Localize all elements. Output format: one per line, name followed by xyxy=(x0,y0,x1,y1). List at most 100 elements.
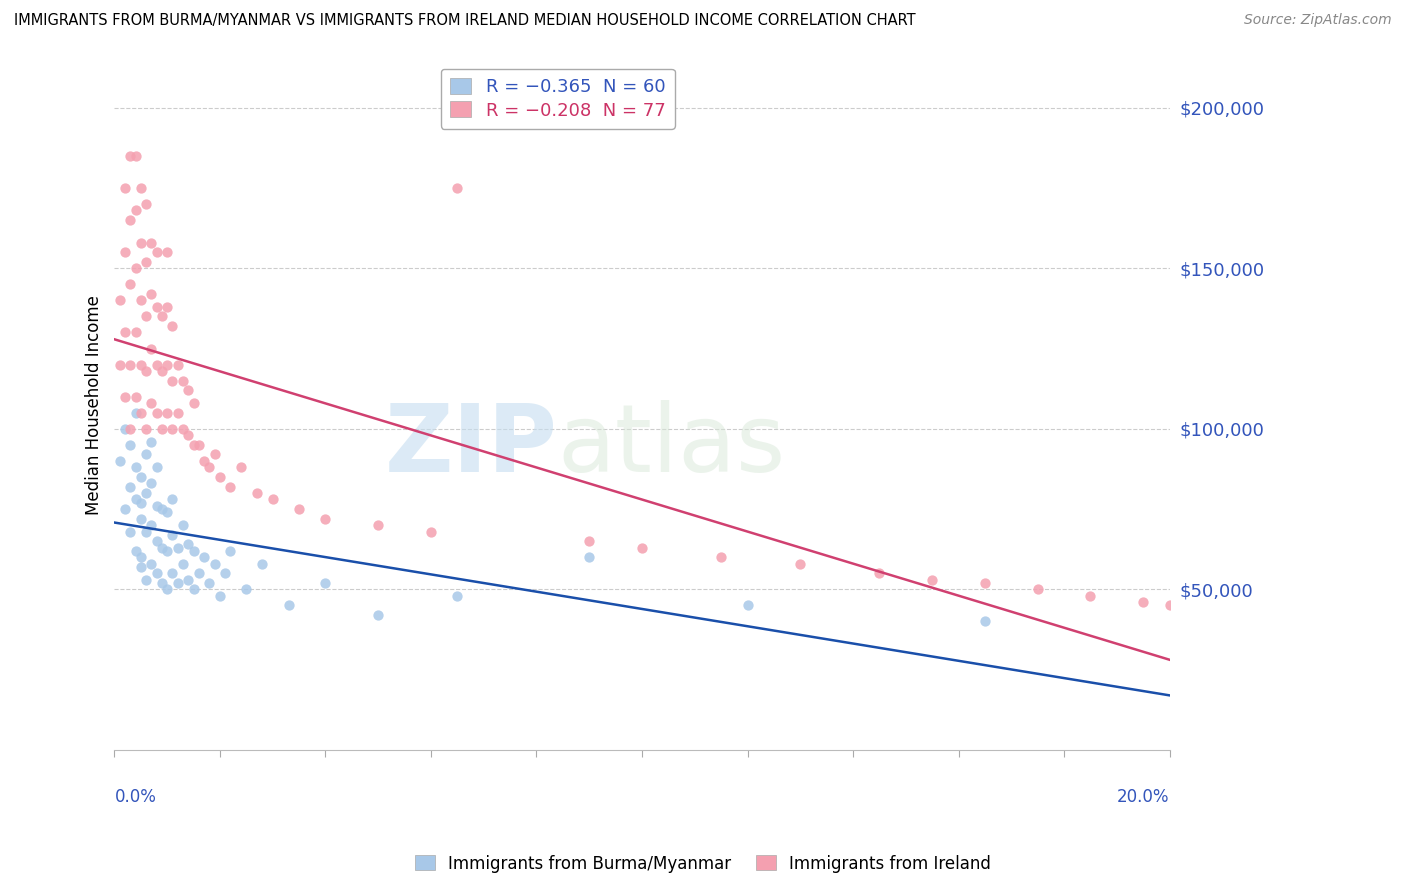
Point xyxy=(172,557,194,571)
Text: ZIP: ZIP xyxy=(385,401,558,492)
Point xyxy=(141,476,163,491)
Point xyxy=(208,470,231,484)
Point xyxy=(288,502,311,516)
Text: atlas: atlas xyxy=(558,401,786,492)
Point xyxy=(314,575,336,590)
Point xyxy=(135,197,157,211)
Point xyxy=(141,287,163,301)
Point xyxy=(183,396,205,410)
Point xyxy=(124,544,146,558)
Point xyxy=(162,492,184,507)
Point xyxy=(367,607,389,622)
Point xyxy=(124,149,146,163)
Point xyxy=(172,374,194,388)
Point xyxy=(108,358,131,372)
Point xyxy=(129,470,152,484)
Point xyxy=(141,434,163,449)
Point xyxy=(631,541,654,555)
Point xyxy=(921,573,943,587)
Point xyxy=(446,589,468,603)
Point xyxy=(314,512,336,526)
Point xyxy=(367,518,389,533)
Point xyxy=(868,566,890,581)
Point xyxy=(156,544,179,558)
Point xyxy=(177,384,200,398)
Point xyxy=(578,550,600,565)
Point xyxy=(1080,589,1102,603)
Point xyxy=(145,406,167,420)
Point xyxy=(446,181,468,195)
Point xyxy=(124,326,146,340)
Point xyxy=(145,499,167,513)
Point xyxy=(172,518,194,533)
Point xyxy=(124,460,146,475)
Point xyxy=(120,480,142,494)
Point xyxy=(145,566,167,581)
Point xyxy=(162,528,184,542)
Point xyxy=(120,149,142,163)
Point xyxy=(262,492,284,507)
Point xyxy=(235,582,257,597)
Point xyxy=(150,364,173,378)
Point xyxy=(135,255,157,269)
Point xyxy=(1026,582,1049,597)
Point xyxy=(183,544,205,558)
Point xyxy=(789,557,811,571)
Point xyxy=(120,438,142,452)
Point xyxy=(114,390,136,404)
Point xyxy=(156,358,179,372)
Point xyxy=(114,326,136,340)
Point xyxy=(129,559,152,574)
Point xyxy=(120,358,142,372)
Point xyxy=(120,422,142,436)
Point xyxy=(1159,599,1181,613)
Point xyxy=(129,512,152,526)
Point xyxy=(150,502,173,516)
Point xyxy=(141,518,163,533)
Point xyxy=(578,534,600,549)
Legend: Immigrants from Burma/Myanmar, Immigrants from Ireland: Immigrants from Burma/Myanmar, Immigrant… xyxy=(408,848,998,880)
Point xyxy=(145,300,167,314)
Point xyxy=(187,438,209,452)
Point xyxy=(145,460,167,475)
Point xyxy=(129,293,152,308)
Point xyxy=(156,582,179,597)
Point xyxy=(135,486,157,500)
Point xyxy=(172,422,194,436)
Point xyxy=(124,261,146,276)
Point xyxy=(135,573,157,587)
Point xyxy=(150,422,173,436)
Point xyxy=(135,422,157,436)
Point xyxy=(141,557,163,571)
Point xyxy=(156,245,179,260)
Point xyxy=(737,599,759,613)
Point xyxy=(129,406,152,420)
Point xyxy=(135,524,157,539)
Point xyxy=(710,550,733,565)
Point xyxy=(124,492,146,507)
Point xyxy=(177,428,200,442)
Point xyxy=(420,524,443,539)
Point xyxy=(129,358,152,372)
Point xyxy=(135,448,157,462)
Point xyxy=(135,310,157,324)
Point xyxy=(120,524,142,539)
Point xyxy=(166,575,188,590)
Point xyxy=(129,181,152,195)
Point xyxy=(219,480,242,494)
Point xyxy=(141,342,163,356)
Point xyxy=(124,406,146,420)
Point xyxy=(129,550,152,565)
Point xyxy=(120,277,142,292)
Point xyxy=(114,245,136,260)
Point xyxy=(166,358,188,372)
Point xyxy=(150,541,173,555)
Y-axis label: Median Household Income: Median Household Income xyxy=(86,294,103,515)
Point xyxy=(162,422,184,436)
Point xyxy=(219,544,242,558)
Point xyxy=(204,557,226,571)
Point xyxy=(277,599,299,613)
Point xyxy=(166,406,188,420)
Point xyxy=(246,486,269,500)
Point xyxy=(162,319,184,334)
